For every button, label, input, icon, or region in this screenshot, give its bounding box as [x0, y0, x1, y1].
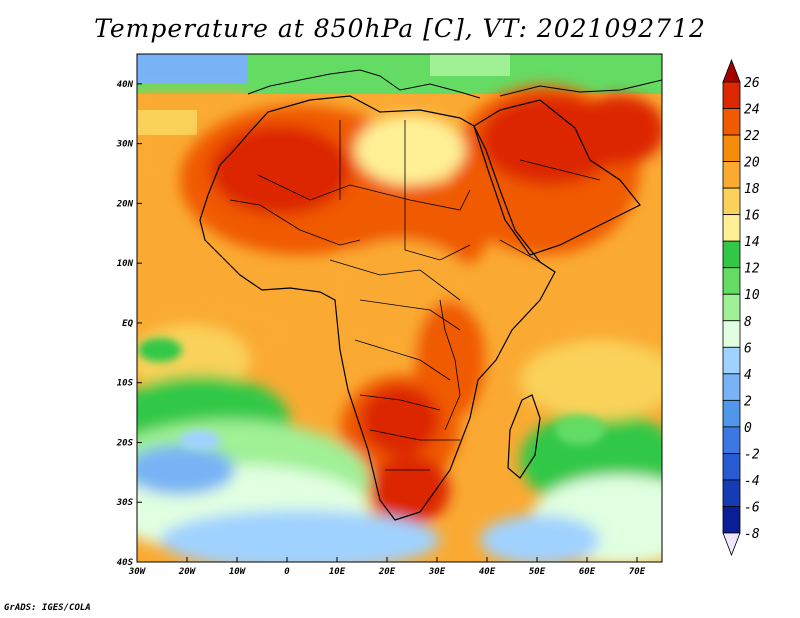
- colorbar-swatch: [722, 108, 741, 136]
- colorbar-swatch: [722, 161, 741, 189]
- colorbar-bottom-arrow: [722, 532, 741, 557]
- lat-tick-label: 30S: [116, 498, 134, 508]
- colorbar-label: 22: [744, 129, 760, 144]
- colorbar-top-arrow: [722, 58, 741, 83]
- lat-tick-label: 40N: [117, 80, 134, 90]
- colorbar-label: -8: [744, 527, 760, 542]
- colorbar-swatch: [722, 373, 741, 401]
- colorbar-swatch: [722, 214, 741, 242]
- lon-tick-label: 10E: [329, 567, 346, 577]
- lat-tick-label: 40S: [117, 558, 134, 568]
- lat-tick-label: 20S: [116, 438, 134, 448]
- colorbar-swatch: [722, 293, 741, 322]
- colorbar-label: 4: [744, 368, 752, 383]
- lon-tick-label: 20W: [178, 567, 197, 577]
- lon-tick-label: 50E: [529, 567, 546, 577]
- colorbar-label: 8: [744, 315, 752, 330]
- colorbar-swatch: [722, 399, 741, 428]
- colorbar-label: 10: [744, 288, 760, 303]
- colorbar-label: 0: [744, 421, 752, 436]
- colorbar-swatch: [722, 267, 741, 295]
- lat-tick-label: 20N: [116, 199, 134, 209]
- colorbar-swatch: [722, 187, 741, 216]
- lat-tick-label: 10N: [117, 259, 134, 269]
- colorbar-swatch: [722, 426, 741, 454]
- lat-tick-label: 30N: [116, 140, 134, 150]
- lon-tick-label: 70E: [629, 567, 646, 577]
- map-frame: [136, 53, 663, 563]
- colorbar-label: 16: [744, 209, 760, 224]
- lon-tick-label: 0: [284, 567, 290, 577]
- temperature-field: [137, 54, 662, 562]
- colorbar-swatch: [722, 506, 741, 534]
- colorbar-label: 20: [744, 156, 760, 171]
- colorbar-label: 6: [744, 341, 752, 356]
- colorbar-label: -2: [744, 447, 760, 462]
- colorbar-swatch: [722, 320, 741, 348]
- colorbar-label: 18: [744, 182, 760, 197]
- grads-credit: GrADS: IGES/COLA: [4, 603, 91, 613]
- colorbar-label: 24: [744, 103, 760, 118]
- longitude-axis: 30W 20W 10W 0 10E 20E 30E 40E 50E 60E 70E: [128, 557, 646, 577]
- colorbar-label: 2: [744, 394, 752, 409]
- colorbar-label: 14: [744, 235, 760, 250]
- colorbar-label: -4: [744, 474, 760, 489]
- lon-tick-label: 60E: [579, 567, 596, 577]
- map-title: Temperature at 850hPa [C], VT: 202109271…: [94, 14, 706, 43]
- lon-tick-label: 40E: [479, 567, 496, 577]
- colorbar-swatch: [722, 240, 741, 269]
- colorbar-swatch: [722, 346, 741, 375]
- colorbar-label: 12: [744, 262, 760, 277]
- colorbar-swatch: [722, 81, 741, 109]
- colorbar-label: -6: [744, 500, 760, 515]
- lat-tick-label: EQ: [122, 319, 133, 329]
- colorbar-swatch: [722, 134, 741, 162]
- colorbar-swatch: [722, 479, 741, 507]
- lon-tick-label: 10W: [229, 567, 247, 577]
- lon-tick-label: 30E: [428, 567, 446, 577]
- colorbar-label: 26: [744, 76, 760, 91]
- lon-tick-label: 30W: [128, 567, 147, 577]
- colorbar-swatch: [722, 453, 741, 481]
- lat-tick-label: 10S: [117, 379, 134, 389]
- latitude-axis: 40N 30N 20N 10N EQ 10S 20S 30S 40S: [116, 80, 142, 568]
- lon-tick-label: 20E: [378, 567, 396, 577]
